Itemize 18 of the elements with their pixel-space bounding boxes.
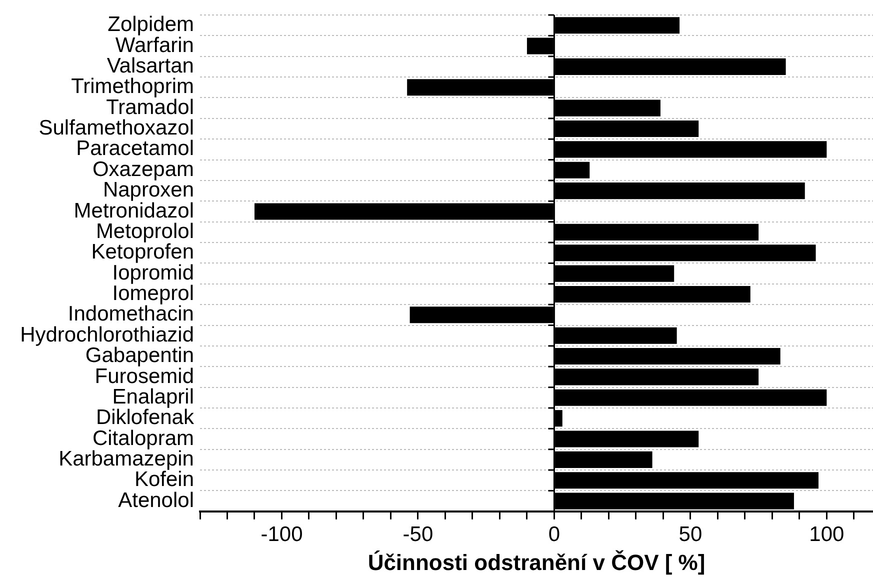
y-tick-label: Paracetamol: [76, 137, 194, 160]
y-tick-label: Gabapentin: [85, 344, 194, 368]
y-tick-label: Zolpidem: [108, 13, 194, 36]
x-tick-label: -50: [402, 522, 434, 546]
y-tick-label: Metoprolol: [96, 220, 194, 243]
x-axis-title: Účinnosti odstranění v ČOV [ %]: [368, 550, 706, 575]
y-tick-label: Oxazepam: [92, 158, 194, 181]
y-tick-label: Enalapril: [112, 385, 194, 408]
y-tick-label: Sulfamethoxazol: [38, 116, 194, 140]
x-tick-label: 0: [548, 522, 560, 546]
y-tick-label: Valsartan: [106, 54, 194, 78]
x-tick-label: 100: [809, 522, 844, 546]
y-tick-label: Atenolol: [118, 488, 194, 512]
x-tick-label: 50: [678, 522, 702, 546]
y-tick-label: Citalopram: [92, 426, 194, 450]
y-tick-label: Trimethoprim: [71, 75, 194, 98]
x-tick-label: -100: [260, 522, 303, 546]
y-tick-label: Hydrochlorothiazid: [20, 323, 194, 346]
